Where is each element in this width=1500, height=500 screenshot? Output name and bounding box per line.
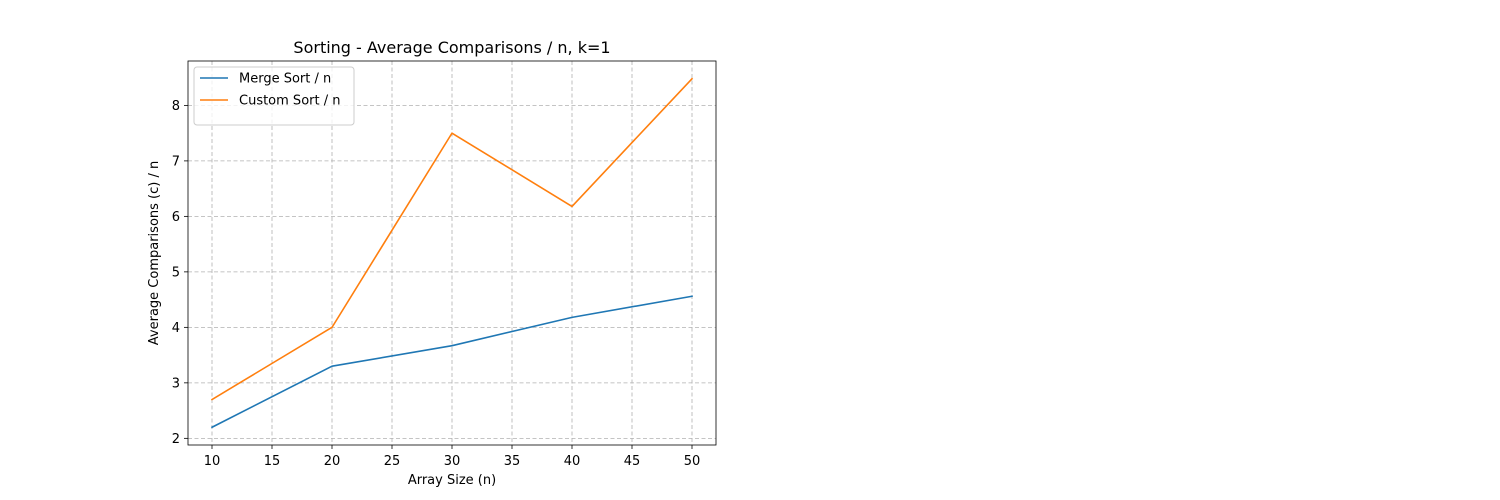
y-axis-ticks: 2 3 4 5 6 7 8	[172, 99, 188, 447]
y-tick-label: 7	[172, 154, 180, 169]
y-tick-label: 5	[172, 265, 180, 280]
x-axis-ticks: 10 15 20 25 30 35 40 45 50	[204, 445, 701, 469]
y-axis-label: Average Comparisons (c) / n	[147, 161, 162, 345]
x-tick-label: 50	[684, 454, 701, 469]
grid	[188, 61, 716, 445]
x-tick-label: 40	[564, 454, 581, 469]
y-tick-label: 3	[172, 376, 180, 391]
x-axis-label: Array Size (n)	[408, 473, 496, 488]
legend-box	[193, 66, 355, 126]
x-tick-label: 25	[384, 454, 401, 469]
x-tick-label: 15	[264, 454, 281, 469]
x-tick-label: 35	[504, 454, 521, 469]
x-tick-label: 10	[204, 454, 221, 469]
y-tick-label: 4	[172, 321, 180, 336]
chart-title: Sorting - Average Comparisons / n, k=1	[293, 38, 610, 57]
legend: Merge Sort / n Custom Sort / n	[193, 66, 355, 126]
legend-label-custom-sort-n: Custom Sort / n	[239, 94, 340, 109]
x-tick-label: 45	[624, 454, 641, 469]
series-lines	[210, 77, 694, 429]
x-tick-label: 20	[324, 454, 341, 469]
y-tick-label: 8	[172, 99, 180, 114]
y-tick-label: 2	[172, 432, 180, 447]
x-tick-label: 30	[444, 454, 461, 469]
legend-label-merge-sort-n: Merge Sort / n	[239, 72, 331, 87]
y-tick-label: 6	[172, 210, 180, 225]
